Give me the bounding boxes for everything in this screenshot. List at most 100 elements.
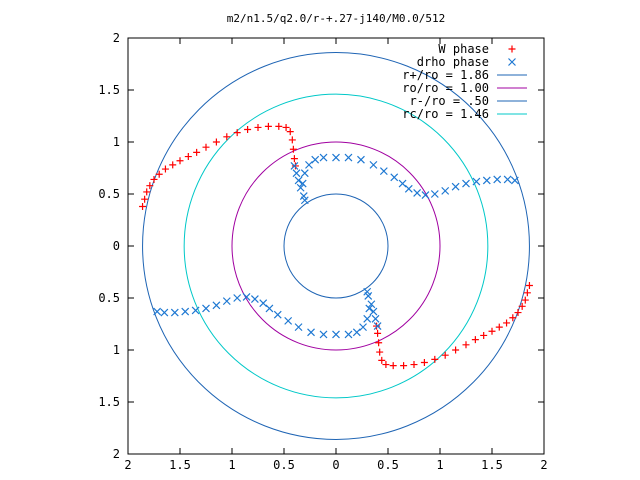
w-phase-point-20 — [286, 128, 294, 136]
drho-phase-point-10 — [319, 153, 328, 162]
y-tick-label-8: 2 — [113, 447, 120, 461]
w-phase-point-4 — [150, 175, 158, 183]
drho-phase-point-1 — [292, 169, 301, 178]
drho-phase-point-50 — [242, 293, 251, 301]
x-tick-label-5: 0.5 — [377, 458, 399, 472]
legend-marker-1 — [508, 58, 516, 66]
w-phase-point-25 — [525, 282, 533, 290]
w-phase-point-17 — [264, 122, 272, 130]
w-phase-point-19 — [282, 123, 290, 131]
drho-phase-point-23 — [451, 182, 460, 191]
drho-phase-point-6 — [298, 179, 307, 188]
w-phase-point-12 — [212, 138, 220, 146]
drho-phase-point-2 — [294, 176, 303, 185]
w-phase-point-32 — [495, 323, 503, 331]
drho-phase-point-43 — [307, 328, 315, 337]
drho-phase-point-59 — [153, 307, 162, 316]
w-phase-point-43 — [389, 362, 397, 370]
w-phase-point-9 — [184, 153, 192, 161]
drho-phase-point-25 — [472, 177, 481, 186]
w-phase-point-7 — [169, 161, 177, 169]
drho-phase-point-16 — [390, 173, 399, 182]
drho-phase-point-28 — [503, 175, 512, 184]
radius-circles — [142, 52, 530, 440]
legend-label-2: r+/ro = 1.86 — [402, 68, 489, 82]
drho-phase-point-39 — [352, 328, 361, 337]
circle-1 — [231, 141, 441, 351]
drho-phase-point-29 — [510, 176, 519, 185]
drho-phase-point-35 — [363, 287, 372, 296]
w-phase-point-18 — [275, 122, 283, 130]
drho-phase-point-18 — [404, 184, 413, 193]
w-phase-point-6 — [161, 165, 169, 173]
drho-phase-point-52 — [222, 297, 231, 306]
w-phase-point-24 — [291, 162, 299, 170]
w-phase-point-1 — [141, 195, 149, 203]
w-phase-point-3 — [146, 182, 154, 190]
w-phase-point-37 — [452, 346, 460, 354]
drho-phase-point-56 — [181, 307, 190, 316]
drho-phase-point-44 — [294, 323, 303, 332]
drho-phase-point-11 — [332, 153, 340, 162]
drho-phase-point-55 — [191, 306, 200, 315]
legend-label-1: drho phase — [417, 55, 489, 69]
w-phase-point-14 — [233, 129, 241, 137]
w-phase-point-49 — [373, 322, 381, 330]
x-tick-label-7: 1.5 — [481, 458, 503, 472]
w-phase-point-48 — [374, 329, 382, 337]
legend-label-3: ro/ro = 1.00 — [402, 81, 489, 95]
w-phase-point-35 — [471, 336, 479, 344]
drho-phase-point-17 — [398, 179, 407, 188]
w-phase-point-8 — [176, 157, 184, 165]
w-phase-point-22 — [289, 145, 297, 153]
y-tick-label-2: 1 — [113, 135, 120, 149]
w-phase-point-10 — [193, 148, 201, 156]
drho-phase-point-30 — [373, 322, 382, 331]
drho-phase-point-57 — [170, 308, 179, 317]
w-phase-point-38 — [441, 351, 449, 359]
w-phase-point-36 — [462, 341, 470, 349]
w-phase-point-28 — [518, 302, 526, 310]
w-phase-point-13 — [223, 133, 231, 141]
w-phase-point-21 — [288, 136, 296, 144]
drho-phase-point-42 — [319, 330, 328, 339]
drho-phase-point-33 — [367, 300, 376, 309]
x-tick-label-3: 0.5 — [273, 458, 295, 472]
w-phase-point-41 — [410, 361, 418, 369]
w-phase-point-45 — [378, 356, 386, 364]
drho-phase-point-46 — [273, 310, 282, 319]
w-phase-point-11 — [202, 143, 210, 151]
w-phase-point-34 — [480, 331, 488, 339]
y-tick-label-0: 2 — [113, 31, 120, 45]
w-phase-point-44 — [382, 361, 390, 369]
y-tick-label-3: 0.5 — [98, 187, 120, 201]
drho-phase-point-26 — [482, 176, 491, 185]
drho-phase-point-14 — [369, 160, 378, 169]
drho-phase-point-54 — [202, 304, 210, 313]
drho-phase-point-5 — [300, 196, 309, 205]
w-phase-point-47 — [375, 339, 383, 347]
w-phase-point-15 — [244, 126, 252, 134]
legend-label-4: r-/ro = .50 — [410, 94, 489, 108]
chart-title: m2/n1.5/q2.0/r-+.27-j140/M0.0/512 — [227, 12, 446, 25]
x-tick-label-6: 1 — [436, 458, 443, 472]
drho-phase-point-31 — [371, 314, 380, 323]
drho-phase-point-48 — [259, 299, 268, 308]
drho-phase-point-58 — [160, 308, 169, 317]
w-phase-point-27 — [521, 296, 529, 304]
w-phase-point-29 — [514, 309, 522, 317]
x-tick-label-8: 2 — [540, 458, 547, 472]
drho-phase-point-45 — [284, 316, 293, 325]
x-tick-label-1: 1.5 — [169, 458, 191, 472]
legend-label-0: W phase — [438, 42, 489, 56]
circle-3 — [183, 93, 489, 399]
y-tick-label-5: 0.5 — [98, 291, 120, 305]
x-tick-label-2: 1 — [228, 458, 235, 472]
drho-phase-point-53 — [212, 301, 221, 310]
drho-phase-point-22 — [441, 186, 450, 195]
w-phase-point-0 — [139, 202, 147, 210]
drho-phase-point-13 — [357, 155, 365, 164]
y-tick-label-6: 1 — [113, 343, 120, 357]
drho-phase-point-38 — [359, 323, 367, 332]
